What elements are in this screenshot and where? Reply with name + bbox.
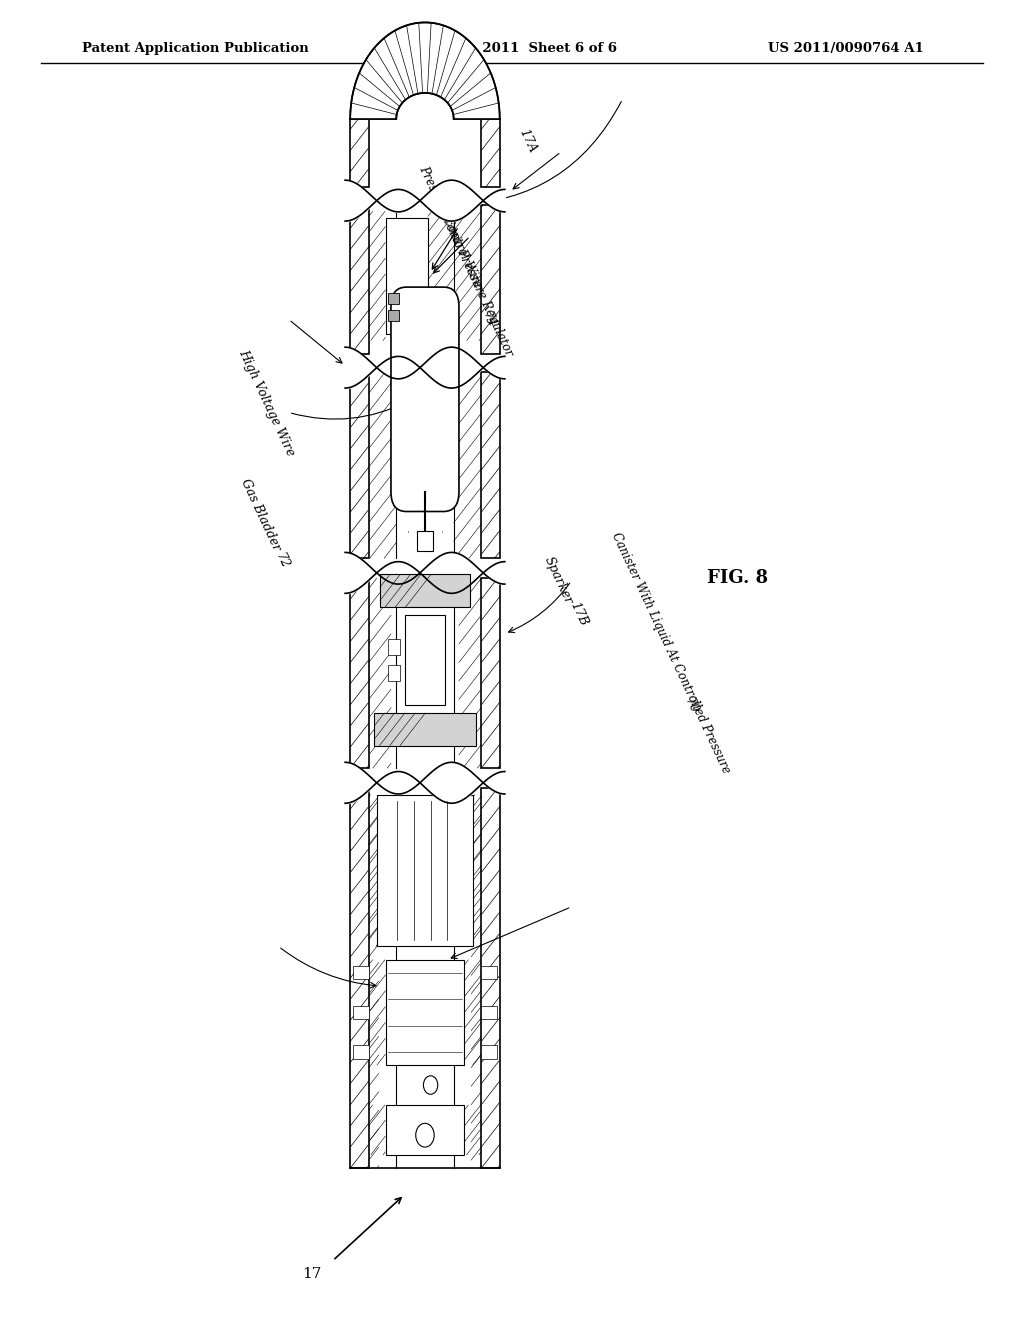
Bar: [464, 1105, 481, 1155]
Bar: [369, 795, 377, 946]
Text: Pressure Control Wire: Pressure Control Wire: [417, 164, 484, 290]
Text: High Voltage Wire: High Voltage Wire: [236, 347, 297, 458]
Bar: [385, 218, 428, 334]
Text: FIG. 8: FIG. 8: [707, 569, 768, 587]
FancyBboxPatch shape: [391, 288, 459, 512]
Bar: [481, 1045, 497, 1059]
Bar: [350, 372, 369, 558]
Text: 17A: 17A: [516, 127, 539, 156]
Bar: [375, 713, 475, 746]
Bar: [388, 293, 398, 304]
Bar: [350, 205, 369, 354]
Bar: [473, 795, 481, 946]
Bar: [417, 532, 433, 552]
Bar: [350, 205, 369, 354]
Bar: [388, 639, 400, 655]
Bar: [406, 615, 444, 705]
Bar: [464, 960, 481, 1065]
Bar: [353, 1045, 369, 1059]
Bar: [353, 1006, 369, 1019]
Bar: [369, 211, 385, 341]
Polygon shape: [350, 22, 500, 119]
Bar: [481, 372, 500, 558]
Text: US 2011/0090764 A1: US 2011/0090764 A1: [768, 42, 924, 55]
Text: Electronic Pressure Regulator: Electronic Pressure Regulator: [427, 189, 515, 358]
Bar: [481, 205, 500, 354]
Bar: [385, 960, 465, 1065]
Bar: [388, 665, 400, 681]
Bar: [481, 578, 500, 768]
Bar: [377, 795, 473, 946]
Bar: [481, 119, 500, 187]
Bar: [369, 578, 391, 768]
Text: Canister With Liquid At Controlled Pressure: Canister With Liquid At Controlled Press…: [609, 531, 732, 776]
Bar: [454, 372, 481, 558]
Bar: [350, 788, 369, 1168]
Bar: [481, 788, 500, 1168]
Bar: [459, 578, 481, 768]
Bar: [481, 119, 500, 187]
Text: 74: 74: [480, 309, 499, 330]
Bar: [471, 788, 481, 1168]
Bar: [380, 574, 470, 607]
Bar: [481, 1006, 497, 1019]
Bar: [350, 578, 369, 768]
Bar: [481, 205, 500, 354]
Text: 72: 72: [272, 550, 291, 572]
Bar: [369, 372, 396, 558]
Bar: [481, 966, 497, 979]
Text: 17: 17: [302, 1267, 322, 1280]
Bar: [428, 211, 481, 341]
Bar: [350, 578, 369, 768]
Bar: [380, 574, 470, 607]
Bar: [481, 578, 500, 768]
Bar: [388, 310, 398, 321]
Bar: [369, 960, 385, 1065]
Bar: [375, 713, 475, 746]
Text: Gas Bladder: Gas Bladder: [239, 477, 284, 553]
Bar: [353, 966, 369, 979]
Text: Patent Application Publication: Patent Application Publication: [82, 42, 308, 55]
Text: 70: 70: [682, 696, 700, 717]
Bar: [481, 788, 500, 1168]
Bar: [350, 788, 369, 1168]
Text: Apr. 21, 2011  Sheet 6 of 6: Apr. 21, 2011 Sheet 6 of 6: [420, 42, 616, 55]
Bar: [481, 372, 500, 558]
Text: 17AA: 17AA: [381, 305, 408, 342]
Bar: [350, 119, 369, 187]
Bar: [369, 788, 379, 1168]
Bar: [350, 372, 369, 558]
Text: 17B: 17B: [567, 599, 590, 628]
Bar: [350, 119, 369, 187]
Bar: [385, 1105, 465, 1155]
Text: Sparker: Sparker: [542, 554, 574, 607]
Bar: [369, 1105, 385, 1155]
